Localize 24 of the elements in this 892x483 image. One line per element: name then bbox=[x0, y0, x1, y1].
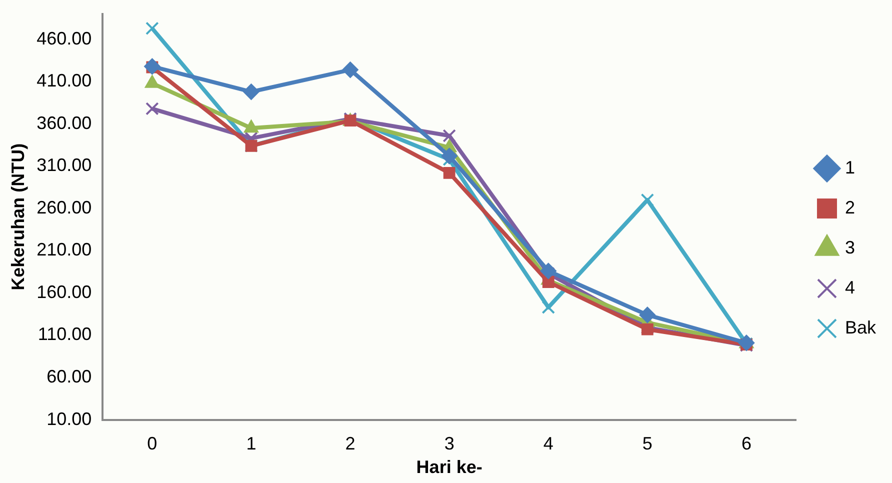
y-tick-label: 460.00 bbox=[36, 28, 92, 48]
legend-label: 3 bbox=[844, 237, 855, 258]
legend-label: Bak bbox=[844, 317, 877, 338]
legend-label: 4 bbox=[844, 277, 855, 298]
x-tick-label: 0 bbox=[147, 434, 158, 454]
legend-label: 1 bbox=[844, 157, 855, 178]
x-tick-label: 1 bbox=[246, 434, 256, 454]
y-axis-title: Kekeruhan (NTU) bbox=[8, 143, 28, 290]
x-axis-title: Hari ke- bbox=[416, 457, 482, 478]
y-tick-label: 310.00 bbox=[36, 155, 92, 176]
y-tick-label: 360.00 bbox=[36, 112, 92, 133]
y-tick-label: 160.00 bbox=[36, 282, 92, 302]
x-tick-label: 2 bbox=[345, 434, 356, 454]
y-tick-label: 60.00 bbox=[46, 366, 92, 386]
y-tick-label: 210.00 bbox=[36, 240, 92, 260]
x-tick-label: 6 bbox=[741, 434, 752, 454]
y-tick-label: 10.00 bbox=[46, 408, 92, 429]
y-tick-label: 260.00 bbox=[36, 197, 92, 218]
x-tick-label: 4 bbox=[543, 434, 554, 454]
legend-label: 2 bbox=[844, 197, 855, 218]
x-tick-label: 5 bbox=[642, 434, 652, 454]
y-tick-label: 110.00 bbox=[38, 324, 92, 344]
x-tick-label: 3 bbox=[444, 434, 454, 454]
y-tick-label: 410.00 bbox=[36, 70, 92, 91]
